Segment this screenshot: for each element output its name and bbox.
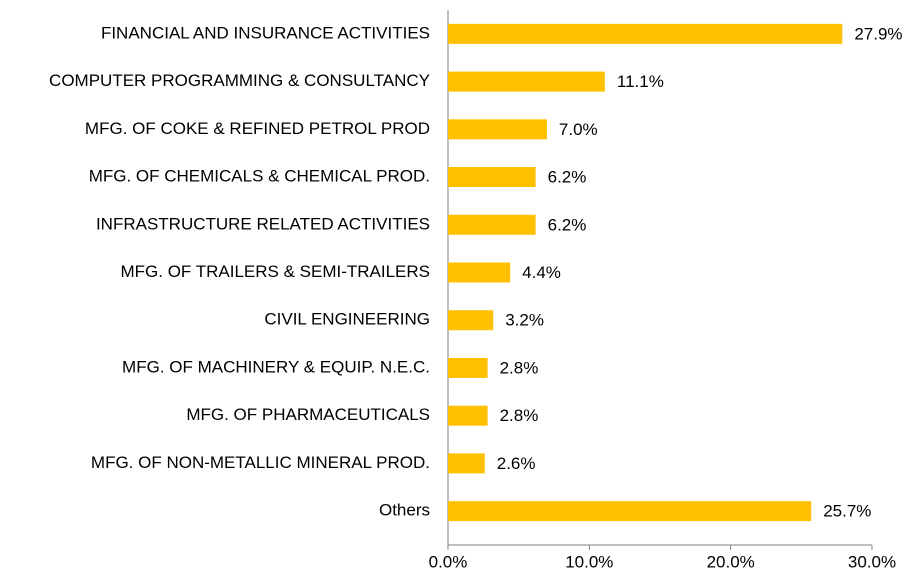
data-label: 4.4% [522,263,561,282]
y-tick-label: FINANCIAL AND INSURANCE ACTIVITIES [101,23,430,42]
bar [448,310,494,331]
bar [448,167,536,188]
y-tick-label: MFG. OF TRAILERS & SEMI-TRAILERS [120,262,430,281]
y-tick-label: INFRASTRUCTURE RELATED ACTIVITIES [96,214,430,233]
bar [448,262,511,283]
data-label: 7.0% [559,120,598,139]
data-label: 27.9% [854,24,902,43]
y-tick-label: CIVIL ENGINEERING [264,310,430,329]
bar [448,405,488,426]
bar [448,453,485,474]
x-tick-label: 10.0% [565,552,613,571]
bar [448,501,812,522]
data-label: 2.8% [500,406,539,425]
bar [448,119,547,140]
bar [448,23,843,44]
y-tick-label: MFG. OF PHARMACEUTICALS [186,405,430,424]
data-label: 2.6% [497,454,536,473]
y-tick-label: Others [379,501,430,520]
data-label: 3.2% [505,311,544,330]
bar [448,214,536,235]
data-label: 25.7% [823,502,871,521]
y-tick-label: MFG. OF NON-METALLIC MINERAL PROD. [91,453,430,472]
y-tick-label: COMPUTER PROGRAMMING & CONSULTANCY [49,71,430,90]
data-label: 11.1% [617,72,664,91]
x-tick-label: 0.0% [429,552,468,571]
bar [448,357,488,378]
bar [448,71,605,92]
data-label: 6.2% [548,215,587,234]
x-tick-label: 20.0% [707,552,755,571]
data-label: 6.2% [548,168,587,187]
y-tick-label: MFG. OF COKE & REFINED PETROL PROD [85,119,430,138]
y-tick-label: MFG. OF CHEMICALS & CHEMICAL PROD. [89,167,430,186]
x-tick-label: 30.0% [848,552,896,571]
y-tick-label: MFG. OF MACHINERY & EQUIP. N.E.C. [122,357,430,376]
data-label: 2.8% [500,358,539,377]
